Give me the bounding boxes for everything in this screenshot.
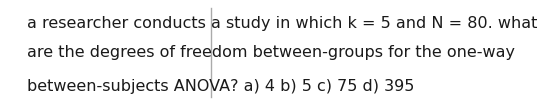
Text: are the degrees of freedom between-groups for the one-way: are the degrees of freedom between-group…	[27, 45, 515, 60]
Text: a researcher conducts a study in which k = 5 and N = 80. what: a researcher conducts a study in which k…	[27, 16, 537, 31]
Text: between-subjects ANOVA? a) 4 b) 5 c) 75 d) 395: between-subjects ANOVA? a) 4 b) 5 c) 75 …	[27, 79, 415, 94]
